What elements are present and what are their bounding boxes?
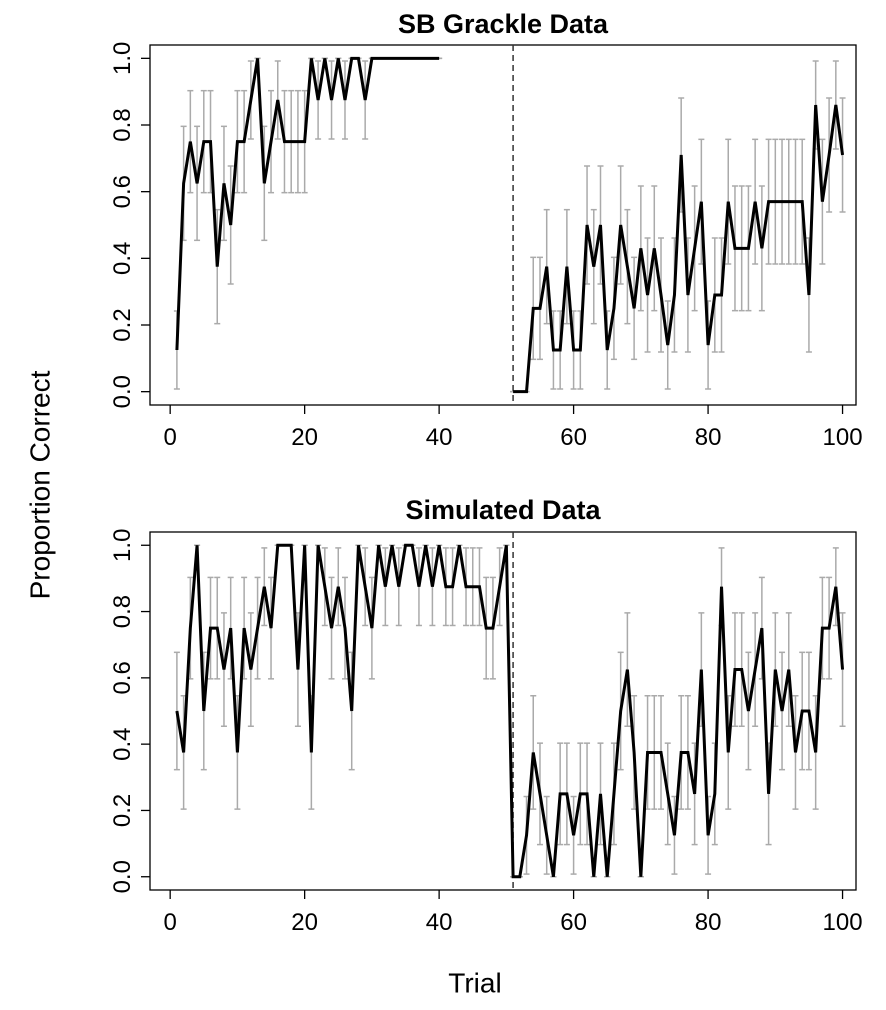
x-axis-label: Trial bbox=[448, 967, 501, 998]
x-tick-label: 20 bbox=[291, 909, 318, 936]
y-tick-label: 0.4 bbox=[109, 727, 136, 760]
x-tick-label: 40 bbox=[426, 909, 453, 936]
x-tick-label: 60 bbox=[560, 424, 587, 451]
error-bar bbox=[839, 97, 846, 213]
x-tick-label: 100 bbox=[823, 424, 863, 451]
chart-title: SB Grackle Data bbox=[398, 9, 609, 39]
x-tick-label: 20 bbox=[291, 424, 318, 451]
plot-frame bbox=[149, 531, 857, 891]
error-bar bbox=[173, 651, 180, 771]
y-tick-label: 0.4 bbox=[109, 242, 136, 275]
y-tick-label: 0.0 bbox=[109, 860, 136, 893]
x-tick-label: 60 bbox=[560, 909, 587, 936]
x-tick-label: 100 bbox=[823, 909, 863, 936]
y-axis-label: Proportion Correct bbox=[24, 370, 55, 599]
y-tick-label: 0.8 bbox=[109, 108, 136, 141]
y-tick-label: 0.6 bbox=[109, 175, 136, 208]
y-tick-label: 1.0 bbox=[109, 42, 136, 75]
x-tick-label: 0 bbox=[163, 424, 176, 451]
chart-title: Simulated Data bbox=[405, 495, 601, 525]
y-tick-label: 0.8 bbox=[109, 595, 136, 628]
y-tick-label: 0.6 bbox=[109, 661, 136, 694]
x-tick-label: 40 bbox=[426, 424, 453, 451]
y-tick-label: 1.0 bbox=[109, 529, 136, 562]
x-tick-label: 80 bbox=[695, 424, 722, 451]
data-line bbox=[175, 543, 845, 879]
plot-frame bbox=[149, 44, 857, 406]
data-line bbox=[175, 56, 845, 394]
x-tick-label: 0 bbox=[163, 909, 176, 936]
y-tick-label: 0.2 bbox=[109, 794, 136, 827]
y-tick-label: 0.0 bbox=[109, 375, 136, 408]
y-tick-label: 0.2 bbox=[109, 308, 136, 341]
x-tick-label: 80 bbox=[695, 909, 722, 936]
error-bar bbox=[839, 612, 846, 727]
